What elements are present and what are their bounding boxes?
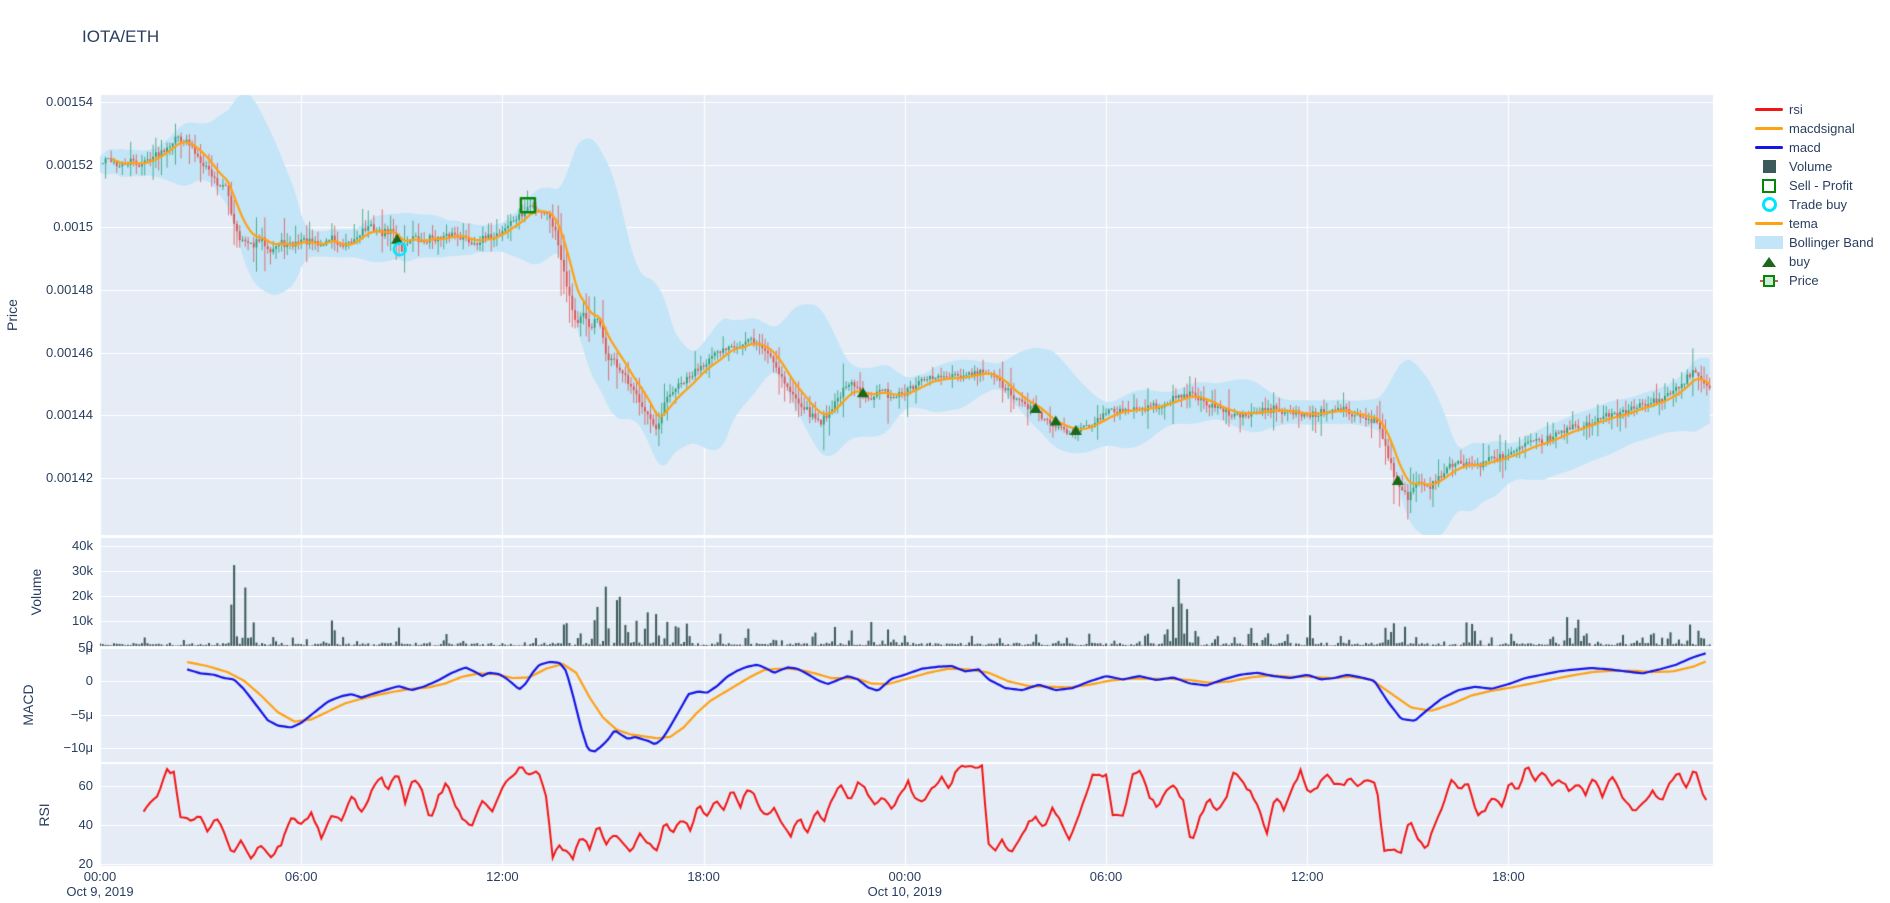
- x-tick-label: 12:00: [486, 869, 519, 884]
- x-tick-label: 06:00: [1089, 869, 1123, 884]
- circle-icon: [1752, 197, 1786, 212]
- legend-item-macd[interactable]: macd: [1752, 138, 1874, 157]
- legend-item-tema[interactable]: tema: [1752, 214, 1874, 233]
- y-tick-label-volume: 30k: [72, 562, 93, 578]
- legend-item-label: Bollinger Band: [1789, 235, 1874, 250]
- line-icon: [1752, 127, 1786, 130]
- legend-item-trade-buy[interactable]: Trade buy: [1752, 195, 1874, 214]
- legend-item-label: buy: [1789, 254, 1810, 269]
- x-tick-label: 12:00: [1290, 869, 1324, 884]
- axis-title-volume: Volume: [28, 568, 44, 616]
- chart-title: IOTA/ETH: [82, 27, 160, 46]
- y-tick-label-macd: 5μ: [78, 640, 93, 655]
- y-tick-label-volume: 20k: [72, 587, 93, 603]
- legend-item-label: tema: [1789, 216, 1818, 231]
- y-tick-label-price: 0.00148: [46, 281, 93, 297]
- x-tick-label: 18:00: [687, 869, 720, 884]
- candle-icon: [1752, 274, 1786, 288]
- y-tick-label-volume: 40k: [72, 537, 93, 553]
- x-tick-label: 00:00: [83, 869, 117, 884]
- y-tick-label-rsi: 20: [78, 855, 93, 871]
- legend-item-rsi[interactable]: rsi: [1752, 100, 1874, 119]
- legend-item-label: macd: [1789, 140, 1821, 155]
- legend-item-price[interactable]: Price: [1752, 271, 1874, 290]
- y-tick-label-macd: −5μ: [70, 706, 93, 722]
- x-tick-sublabel: Oct 9, 2019: [66, 884, 134, 899]
- triangle-icon: [1752, 256, 1786, 267]
- axis-title-macd: MACD: [20, 684, 36, 726]
- square-icon: [1752, 160, 1786, 173]
- y-tick-label-macd: −10μ: [63, 740, 93, 756]
- y-tick-label-macd: 0: [85, 673, 93, 689]
- y-tick-label-price: 0.00146: [46, 344, 93, 360]
- legend-item-label: Price: [1789, 273, 1819, 288]
- legend-item-sell-profit[interactable]: Sell - Profit: [1752, 176, 1874, 195]
- y-tick-label-price: 0.00154: [46, 93, 93, 109]
- y-tick-label-volume: 0: [85, 638, 93, 653]
- legend-item-macdsignal[interactable]: macdsignal: [1752, 119, 1874, 138]
- axis-title-price: Price: [4, 299, 20, 331]
- y-tick-label-price: 0.00144: [46, 407, 93, 423]
- x-tick-sublabel: Oct 10, 2019: [867, 884, 943, 899]
- legend-item-volume[interactable]: Volume: [1752, 157, 1874, 176]
- legend-item-buy[interactable]: buy: [1752, 252, 1874, 271]
- x-tick-label: 18:00: [1492, 869, 1525, 884]
- x-tick-label: 06:00: [284, 869, 318, 884]
- y-tick-label-price: 0.00142: [46, 469, 93, 485]
- y-tick-label-rsi: 40: [78, 817, 93, 833]
- legend-item-label: rsi: [1789, 102, 1803, 117]
- line-icon: [1752, 108, 1786, 111]
- legend-item-label: Trade buy: [1789, 197, 1848, 212]
- y-tick-label-volume: 10k: [72, 612, 93, 628]
- band-icon: [1752, 236, 1786, 249]
- legend: rsi macdsignal macd Volume Sell - Profit Trad…: [1752, 100, 1874, 290]
- legend-item-label: Sell - Profit: [1789, 178, 1853, 193]
- y-tick-label-price: 0.00152: [46, 156, 93, 172]
- x-tick-label: 00:00: [888, 869, 922, 884]
- line-icon: [1752, 222, 1786, 225]
- legend-item-label: Volume: [1789, 159, 1833, 174]
- y-tick-label-rsi: 60: [78, 778, 93, 794]
- square-icon: [1752, 178, 1786, 193]
- line-icon: [1752, 146, 1786, 149]
- legend-item-bollinger-band[interactable]: Bollinger Band: [1752, 233, 1874, 252]
- axis-title-rsi: RSI: [36, 803, 52, 827]
- legend-item-label: macdsignal: [1789, 121, 1855, 136]
- y-tick-label-price: 0.0015: [53, 219, 93, 235]
